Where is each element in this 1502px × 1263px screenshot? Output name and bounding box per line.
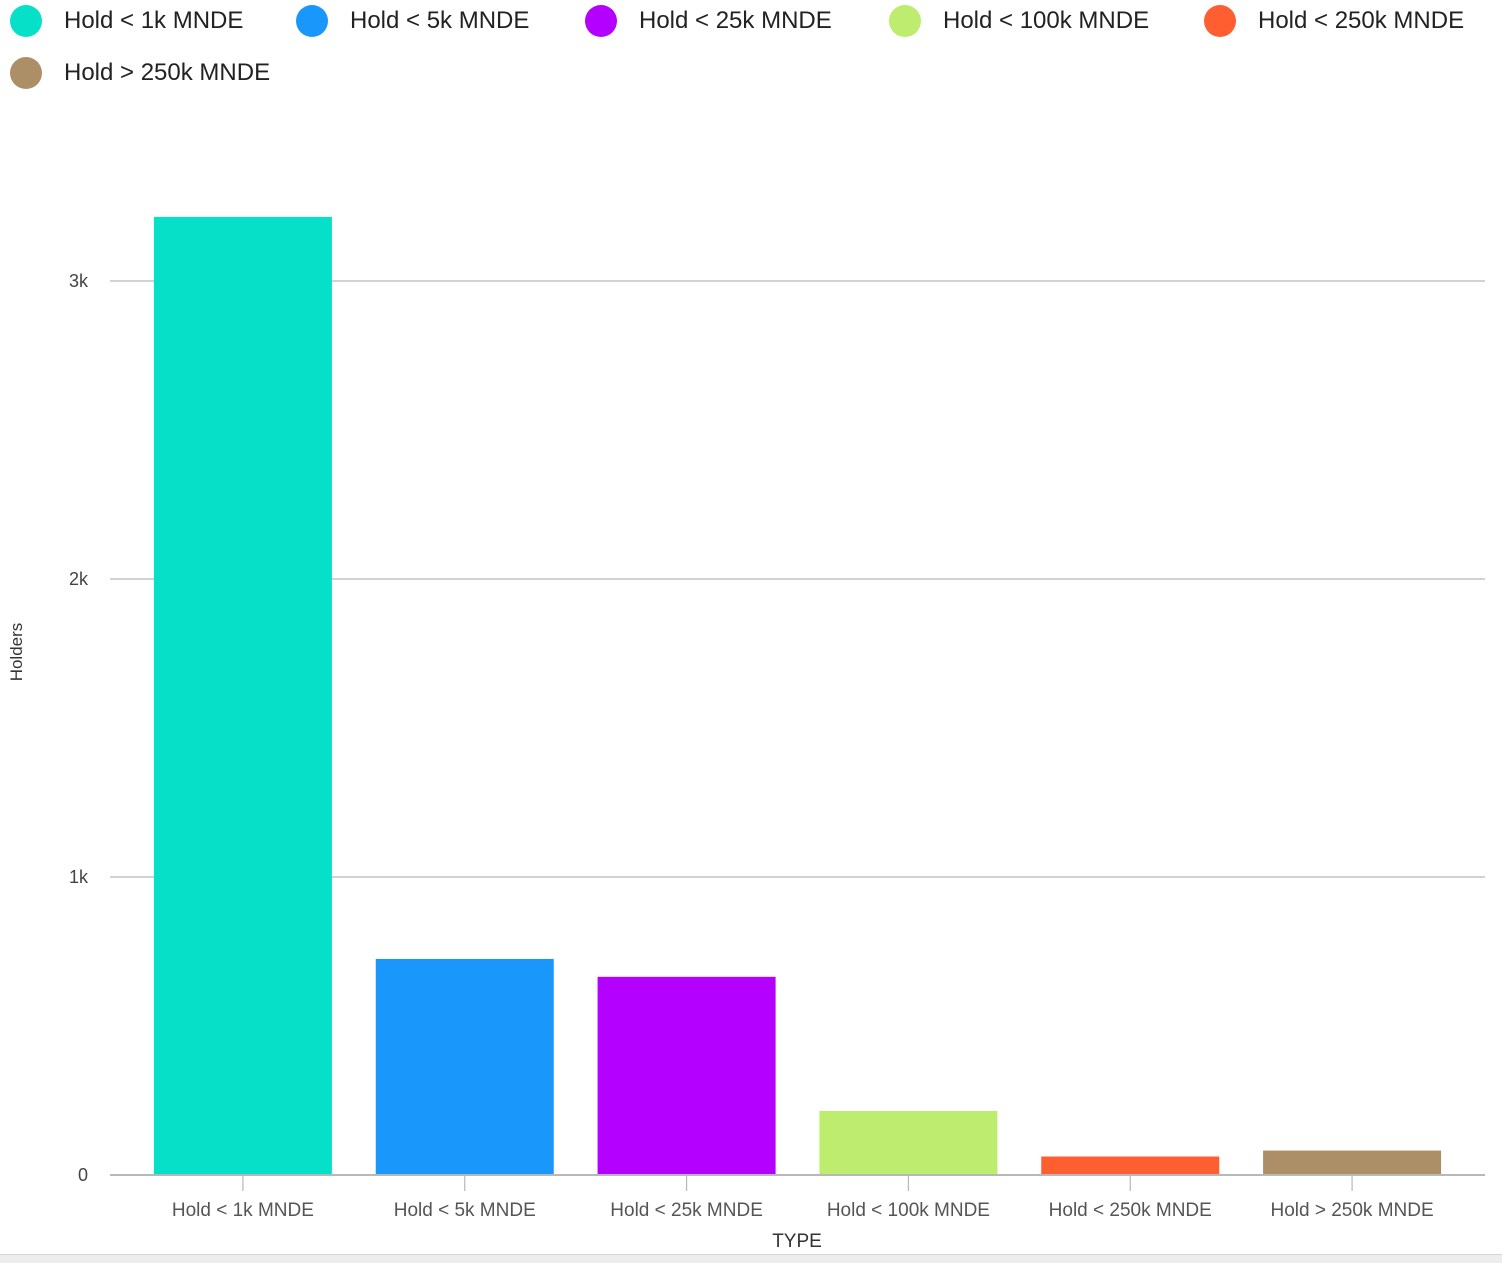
x-axis-ticks: Hold < 1k MNDE Hold < 5k MNDE Hold < 25k M…	[172, 1175, 1434, 1221]
window-bottom-edge	[0, 1254, 1502, 1263]
y-tick-label: 2k	[69, 569, 89, 589]
bar[interactable]	[153, 216, 332, 1175]
legend-swatch	[585, 5, 617, 37]
legend-swatch	[1204, 5, 1236, 37]
x-tick-label: Hold < 250k MNDE	[1049, 1200, 1212, 1221]
legend-item[interactable]: Hold > 250k MNDE	[10, 53, 270, 93]
bar[interactable]	[1263, 1150, 1442, 1175]
x-axis-title: TYPE	[772, 1231, 822, 1252]
legend-swatch	[10, 57, 42, 89]
x-tick-label: Hold < 5k MNDE	[394, 1200, 536, 1221]
legend-label: Hold < 100k MNDE	[943, 7, 1150, 34]
bar[interactable]	[819, 1110, 998, 1175]
legend-swatch	[10, 5, 42, 37]
bar[interactable]	[1041, 1156, 1220, 1175]
y-tick-label: 0	[78, 1165, 88, 1185]
legend-label: Hold < 25k MNDE	[639, 7, 832, 34]
bars	[153, 216, 1442, 1175]
grid-lines	[110, 280, 1485, 878]
legend-item[interactable]: Hold < 5k MNDE	[296, 1, 529, 41]
x-tick-label: Hold < 100k MNDE	[827, 1200, 990, 1221]
legend-swatch	[889, 5, 921, 37]
legend-item[interactable]: Hold < 25k MNDE	[585, 1, 832, 41]
bar[interactable]	[597, 976, 776, 1175]
legend-swatch	[296, 5, 328, 37]
y-tick-label: 3k	[69, 271, 89, 291]
y-axis-ticks: 0 1k 2k 3k	[69, 271, 89, 1185]
y-tick-label: 1k	[69, 867, 89, 887]
legend-item[interactable]: Hold < 1k MNDE	[10, 1, 243, 41]
chart-legend: Hold < 1k MNDE Hold < 5k MNDE Hold < 25k…	[0, 0, 1502, 110]
x-tick-label: Hold < 25k MNDE	[610, 1200, 763, 1221]
x-tick-label: Hold > 250k MNDE	[1271, 1200, 1434, 1221]
legend-label: Hold < 250k MNDE	[1258, 7, 1465, 34]
legend-label: Hold < 1k MNDE	[64, 7, 244, 34]
legend-label: Hold < 5k MNDE	[350, 7, 530, 34]
legend-item[interactable]: Hold < 250k MNDE	[1204, 1, 1464, 41]
legend-label: Hold > 250k MNDE	[64, 59, 271, 86]
x-tick-label: Hold < 1k MNDE	[172, 1200, 314, 1221]
y-axis-title: Holders	[7, 623, 26, 682]
legend-item[interactable]: Hold < 100k MNDE	[889, 1, 1149, 41]
bar[interactable]	[375, 958, 554, 1175]
